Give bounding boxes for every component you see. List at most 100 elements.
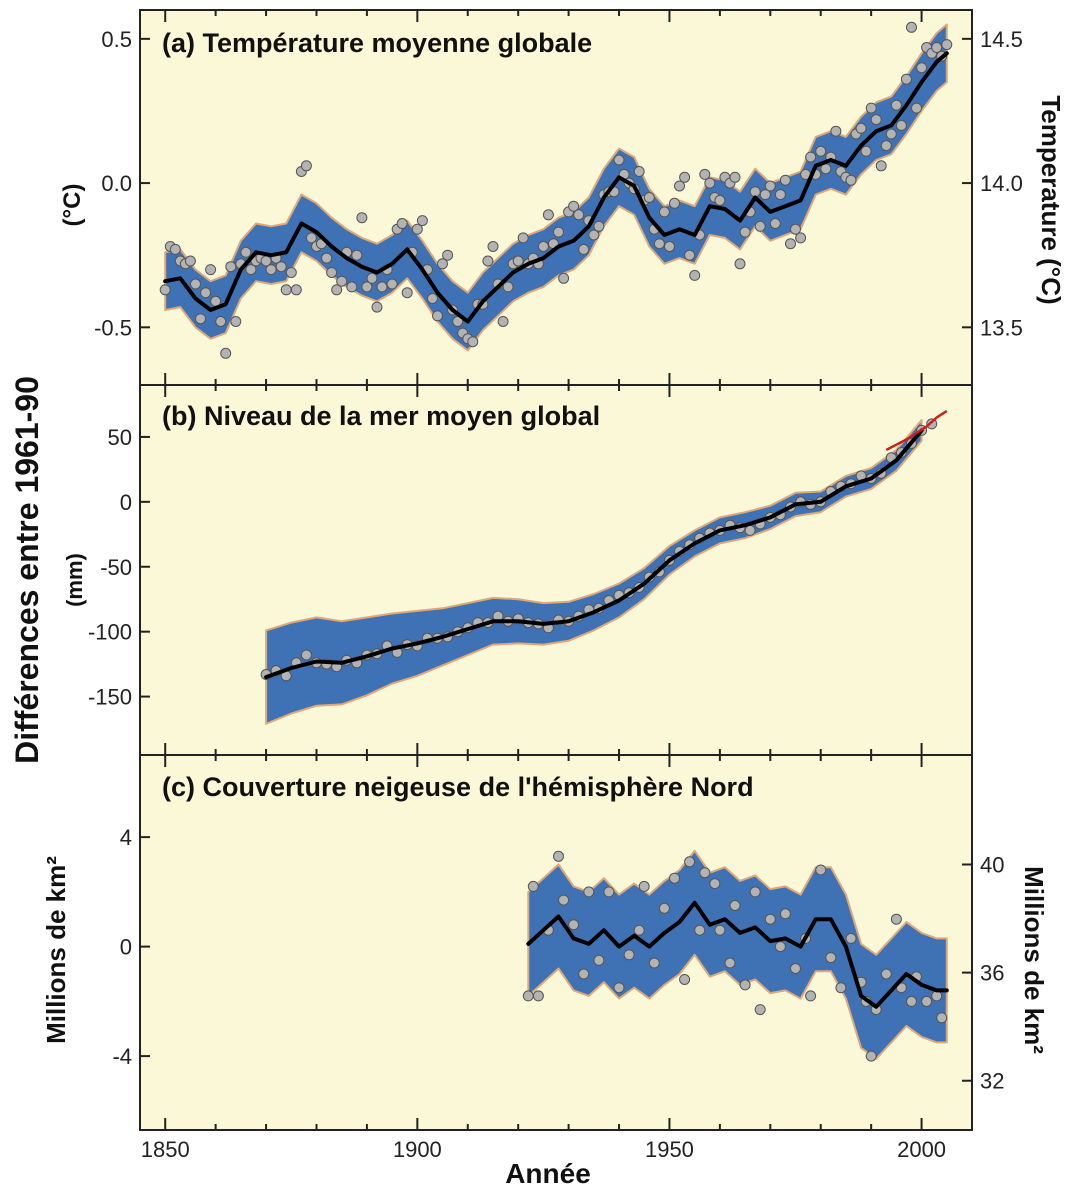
x-axis-label: Année bbox=[505, 1158, 591, 1189]
panel-a-data-point bbox=[931, 42, 943, 53]
panel-b-smoothed-line bbox=[264, 428, 924, 680]
panel-a-data-point bbox=[790, 223, 801, 235]
panel-a-right-tick-label: 14.5 bbox=[980, 27, 1023, 52]
panel-a-data-point bbox=[815, 145, 827, 157]
panel-c-frame bbox=[139, 754, 973, 1131]
panel-c-data-point bbox=[684, 856, 696, 868]
panel-a-data-point bbox=[336, 275, 348, 287]
panel-c-left-tick-label: 4 bbox=[120, 825, 132, 850]
panel-a-data-point bbox=[830, 125, 842, 137]
panel-a-data-point bbox=[749, 186, 761, 198]
panel-c-left-tick-label: 0 bbox=[120, 935, 132, 960]
panel-a-data-point bbox=[684, 249, 696, 261]
panel-c-data-point bbox=[568, 919, 580, 931]
panel-a-data-point bbox=[275, 261, 287, 273]
panel-a-left-tick-label: 0.5 bbox=[101, 27, 132, 52]
panel-a-data-point bbox=[290, 284, 302, 296]
panel-a-data-point bbox=[588, 229, 600, 241]
panel-c-data-point bbox=[890, 913, 902, 925]
panel-c-data-point bbox=[679, 974, 691, 985]
panel-a-data-point bbox=[326, 267, 338, 278]
axis-ticks: 0.50.0-0.514.514.013.5500-50-100-15040-4… bbox=[88, 10, 1023, 1162]
panel-c-right-tick-label: 36 bbox=[980, 961, 1004, 986]
panel-c-left-tick-label: -4 bbox=[112, 1044, 132, 1069]
panel-a-data-point bbox=[305, 232, 317, 244]
panel-a-data-point bbox=[371, 301, 383, 313]
panel-a-data-point bbox=[467, 336, 479, 348]
panel-a-data-point bbox=[356, 212, 368, 224]
panel-a-data-point bbox=[240, 246, 252, 258]
panel-a-data-point bbox=[568, 200, 580, 212]
panel-a-data-point bbox=[573, 209, 585, 221]
panel-a-data-point bbox=[195, 313, 206, 325]
panel-a-data-point bbox=[941, 39, 953, 51]
panel-a-data-point bbox=[225, 261, 237, 273]
panel-a-data-point bbox=[679, 171, 691, 183]
panel-b-recent-series-line bbox=[885, 409, 948, 452]
panel-c-data-point bbox=[714, 924, 726, 936]
panel-c-data-point bbox=[658, 902, 670, 914]
panel-a-data-point bbox=[916, 62, 928, 74]
panel-c-title: (c) Couverture neigeuse de l'hémisphère … bbox=[162, 772, 754, 802]
panel-b-data-point bbox=[744, 524, 756, 536]
shared-y-axis-label: Différences entre 1961-90 bbox=[9, 376, 45, 764]
panel-a-data-point bbox=[785, 238, 796, 250]
panel-c-data-point bbox=[583, 886, 595, 898]
panel-c-data-point bbox=[835, 982, 847, 994]
panel-a-data-point bbox=[865, 102, 877, 114]
panel-a-data-point bbox=[245, 264, 257, 276]
panel-a-data-point bbox=[215, 316, 227, 327]
panel-a-data-point bbox=[442, 249, 454, 261]
panel-a-data-point bbox=[593, 220, 605, 232]
panel-a-data-point bbox=[714, 194, 726, 206]
panel-a-data-point bbox=[427, 293, 438, 304]
panel-c-data-point bbox=[779, 908, 791, 920]
panel-a-data-point bbox=[764, 180, 776, 192]
panel-c-data-point bbox=[815, 864, 827, 876]
panel-c-data-point bbox=[754, 1004, 766, 1016]
panel-c-data-point bbox=[532, 990, 544, 1002]
panel-c-data-point bbox=[578, 968, 590, 980]
panel-a-data-point bbox=[643, 192, 655, 203]
panel-c-data-point bbox=[593, 954, 605, 966]
panel-c-data-point bbox=[558, 894, 570, 906]
x-tick-label: 1950 bbox=[645, 1137, 694, 1162]
panel-a-data-point bbox=[190, 278, 201, 290]
panel-c-plot-area bbox=[522, 849, 949, 1062]
panel-a-data-point bbox=[911, 102, 922, 114]
panel-a-data-point bbox=[704, 177, 716, 189]
panel-a-data-point bbox=[265, 264, 277, 276]
panel-c-data-point bbox=[906, 995, 917, 1007]
panel-a-left-tick-label: 0.0 bbox=[101, 171, 132, 196]
panel-c-data-point bbox=[724, 957, 736, 969]
panel-a-data-point bbox=[900, 73, 912, 85]
panel-a-data-point bbox=[795, 232, 807, 244]
panel-a-data-point bbox=[452, 316, 464, 327]
panel-c-data-point bbox=[805, 990, 817, 1002]
panel-a-plot-area bbox=[159, 21, 953, 359]
panel-b-plot-area bbox=[260, 409, 948, 725]
panel-a-data-point bbox=[366, 272, 378, 284]
panel-a-data-point bbox=[669, 197, 680, 209]
panel-a-data-point bbox=[699, 168, 711, 180]
panel-a-data-point bbox=[729, 171, 741, 183]
panel-a-data-point bbox=[578, 243, 590, 255]
panel-c-right-tick-label: 32 bbox=[980, 1069, 1004, 1094]
panel-a-data-point bbox=[512, 255, 524, 267]
panel-c-data-point bbox=[774, 941, 786, 953]
panel-a-data-point bbox=[497, 316, 509, 327]
panel-a-right-tick-label: 14.0 bbox=[980, 171, 1023, 196]
panel-a-data-point bbox=[401, 287, 413, 299]
panel-a-data-point bbox=[890, 99, 902, 111]
panel-a-data-point bbox=[416, 215, 428, 227]
panel-a-data-point bbox=[880, 140, 892, 152]
panel-a-data-point bbox=[482, 255, 494, 267]
panel-a-data-point bbox=[774, 189, 786, 201]
panel-c-data-point bbox=[648, 957, 660, 969]
panel-a-left-tick-label: -0.5 bbox=[94, 315, 132, 340]
panel-a-data-point bbox=[487, 241, 499, 252]
panel-c-data-point bbox=[825, 952, 837, 964]
panel-b-data-point bbox=[300, 649, 312, 661]
panel-a-data-point bbox=[184, 255, 196, 267]
